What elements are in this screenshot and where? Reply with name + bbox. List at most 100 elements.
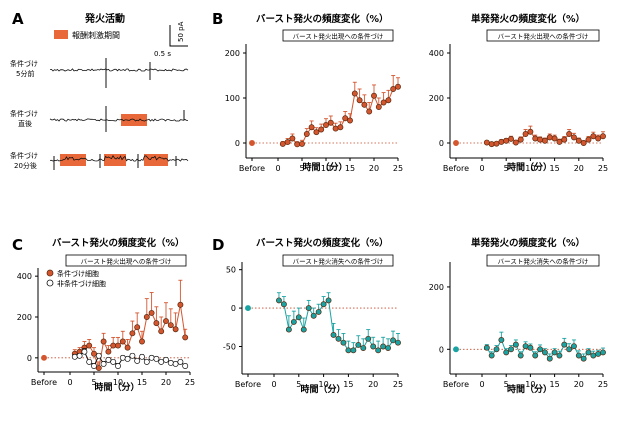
row3-label-line2: 20分後 bbox=[14, 161, 37, 170]
x-axis-label: 時間（分） bbox=[302, 161, 347, 173]
data-point bbox=[335, 335, 342, 342]
scale-time-label: 0.5 s bbox=[154, 50, 171, 58]
data-point bbox=[385, 345, 392, 351]
data-point bbox=[182, 363, 189, 369]
chart-title: 単発発火の頻度変化（%） bbox=[471, 237, 585, 249]
data-point bbox=[556, 352, 563, 359]
x-tick-label: 0 bbox=[67, 378, 72, 387]
chart-d-left: バースト発火の頻度変化（%）バースト発火消失への条件づけ500-50Before… bbox=[223, 237, 403, 395]
data-point bbox=[285, 326, 292, 333]
panel-a: A 発火活動 報酬刺激期間 0.5 s 50 pA 条件づけ 5分前 条件づけ … bbox=[10, 10, 189, 170]
trace-line bbox=[49, 155, 189, 162]
x-tick-label: 0 bbox=[479, 164, 484, 173]
data-point bbox=[366, 108, 373, 115]
data-point bbox=[355, 342, 362, 348]
chart-title: 単発発火の頻度変化（%） bbox=[471, 13, 585, 25]
data-point bbox=[585, 349, 592, 356]
condition-label: バースト発火出現への条件づけ bbox=[81, 257, 172, 266]
data-point bbox=[294, 141, 301, 148]
data-point bbox=[356, 97, 363, 104]
panel-c-letter: C bbox=[12, 236, 23, 254]
data-point bbox=[91, 363, 97, 369]
chart-b-left: バースト発火の頻度変化（%）バースト発火出現への条件づけ0100200Befor… bbox=[225, 13, 403, 173]
trace-line bbox=[49, 118, 189, 122]
data-point bbox=[575, 352, 582, 359]
data-point bbox=[86, 358, 93, 365]
data-point bbox=[105, 356, 112, 363]
data-point bbox=[546, 355, 553, 362]
data-point bbox=[340, 339, 347, 346]
data-point bbox=[105, 348, 112, 355]
data-point bbox=[172, 326, 179, 333]
legend-marker bbox=[46, 279, 54, 287]
y-tick-label: -50 bbox=[223, 342, 236, 351]
condition-label: バースト発火消失への条件づけ bbox=[498, 257, 589, 266]
data-point bbox=[115, 342, 121, 349]
x-tick-label: 25 bbox=[598, 380, 608, 389]
condition-label: バースト発火出現への条件づけ bbox=[293, 32, 384, 41]
x-tick-label: Before bbox=[443, 380, 469, 389]
y-tick-label: 0 bbox=[439, 139, 444, 148]
row3-label-line1: 条件づけ bbox=[10, 151, 38, 160]
x-tick-label: 25 bbox=[393, 380, 403, 389]
data-point bbox=[385, 97, 392, 104]
y-tick-label: 0 bbox=[439, 345, 444, 354]
data-point bbox=[163, 356, 169, 363]
x-tick-label: 0 bbox=[275, 164, 280, 173]
data-point bbox=[532, 352, 539, 359]
data-point bbox=[493, 346, 500, 353]
x-tick-label: 20 bbox=[574, 164, 584, 173]
x-tick-label: 5 bbox=[91, 378, 96, 387]
stim-legend-swatch bbox=[54, 30, 68, 39]
data-point bbox=[129, 330, 136, 337]
data-point bbox=[76, 352, 83, 359]
data-point bbox=[351, 90, 358, 97]
data-point bbox=[129, 352, 136, 359]
x-tick-label: 0 bbox=[479, 380, 484, 389]
data-point bbox=[337, 124, 344, 131]
x-tick-label: 25 bbox=[185, 378, 195, 387]
data-point bbox=[318, 126, 325, 133]
data-point bbox=[561, 341, 568, 348]
data-point bbox=[284, 139, 291, 146]
data-point bbox=[580, 140, 587, 146]
data-point bbox=[370, 343, 377, 350]
data-point bbox=[289, 135, 296, 142]
data-point bbox=[571, 343, 577, 350]
data-point bbox=[537, 136, 544, 143]
condition-label: バースト発火出現への条件づけ bbox=[498, 32, 589, 41]
condition-box bbox=[486, 29, 600, 42]
data-point bbox=[390, 86, 397, 92]
data-point bbox=[299, 140, 305, 147]
data-point bbox=[360, 345, 367, 351]
y-tick-label: 0 bbox=[27, 354, 32, 363]
condition-label: バースト発火消失への条件づけ bbox=[293, 257, 384, 266]
data-point bbox=[517, 136, 524, 143]
before-point bbox=[41, 354, 47, 361]
x-tick-label: 10 bbox=[113, 378, 123, 387]
data-point bbox=[139, 338, 145, 345]
x-tick-label: Before bbox=[235, 380, 261, 389]
data-point bbox=[303, 131, 310, 137]
data-point bbox=[493, 140, 500, 147]
data-point bbox=[280, 301, 287, 308]
data-point bbox=[522, 131, 529, 137]
data-point bbox=[546, 134, 553, 141]
y-tick-label: 200 bbox=[17, 313, 32, 322]
data-point bbox=[290, 318, 297, 325]
data-point bbox=[585, 136, 592, 143]
data-point bbox=[177, 301, 184, 308]
data-point bbox=[527, 128, 534, 135]
data-point bbox=[167, 322, 174, 329]
scale-amp-label: 50 pA bbox=[177, 21, 185, 42]
x-axis-label: 時間（分） bbox=[507, 383, 552, 395]
data-point bbox=[308, 124, 315, 131]
data-point bbox=[375, 347, 382, 354]
x-tick-label: 10 bbox=[319, 380, 329, 389]
data-point bbox=[110, 358, 117, 365]
data-point bbox=[148, 354, 155, 361]
data-point bbox=[488, 141, 495, 148]
y-tick-label: 50 bbox=[226, 266, 236, 275]
legend-label: 非条件づけ細胞 bbox=[57, 279, 106, 288]
y-tick-label: 400 bbox=[429, 49, 444, 58]
